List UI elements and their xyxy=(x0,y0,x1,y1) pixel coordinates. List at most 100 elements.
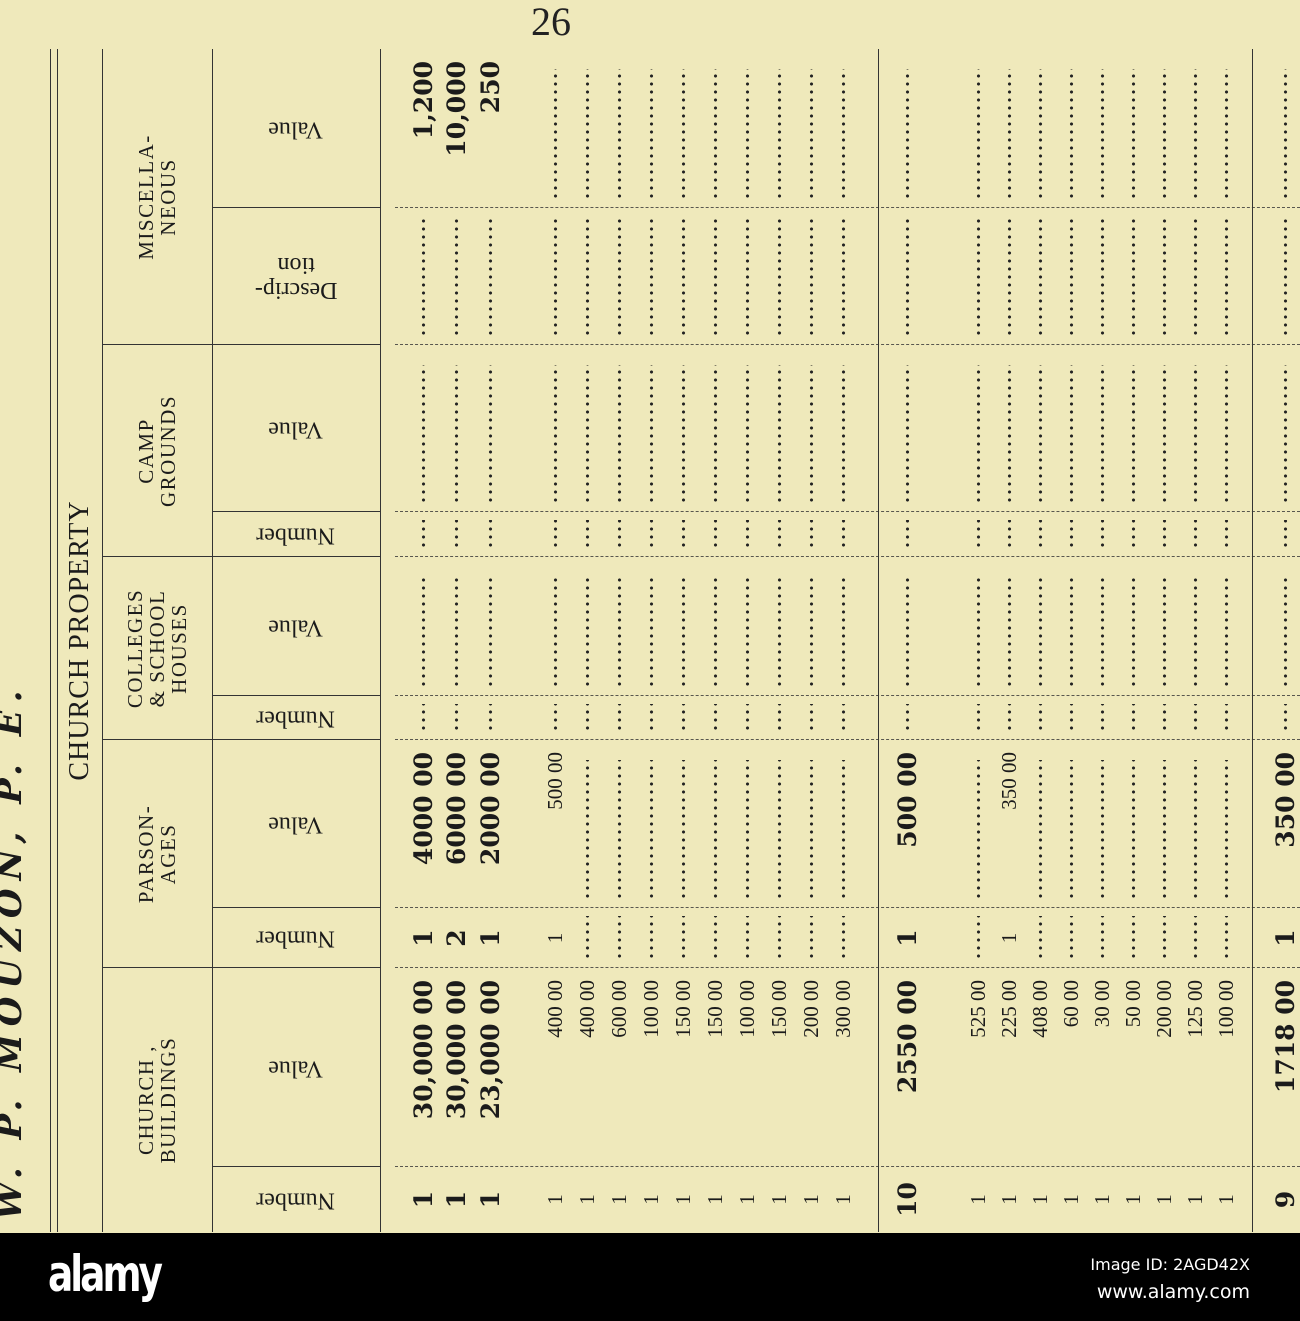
cell-value: 350 00 xyxy=(996,752,1021,810)
dot-leader xyxy=(1192,916,1198,960)
table-cell xyxy=(1149,740,1179,908)
table-cell xyxy=(828,208,858,345)
table-cell: 6000 00 xyxy=(441,740,471,908)
page-title: W. P. MOUZON, P. E. xyxy=(0,682,30,1220)
table-cell xyxy=(1118,208,1148,345)
table-cell: 23,000 00 xyxy=(475,968,505,1167)
table-cell: 200 00 xyxy=(1149,968,1179,1167)
table-cell: 600 00 xyxy=(604,968,634,1167)
table-cell: 1 xyxy=(1025,1167,1055,1232)
table-cell: 350 00 xyxy=(1270,740,1300,908)
dot-leader xyxy=(1006,520,1012,549)
column-header-label: Number xyxy=(256,705,336,732)
table-cell xyxy=(732,740,762,908)
dot-leader xyxy=(616,704,622,732)
table-cell xyxy=(572,696,602,740)
table-cell: 150 00 xyxy=(700,968,730,1167)
dot-leader xyxy=(776,704,782,732)
column-header: Descrip- tion xyxy=(214,208,378,345)
dot-leader xyxy=(1192,760,1198,900)
table-cell xyxy=(828,740,858,908)
table-cell: 1 xyxy=(636,1167,666,1232)
table-cell xyxy=(892,49,922,208)
table-cell xyxy=(764,740,794,908)
group-header-line: PARSON- xyxy=(133,804,158,904)
table-cell xyxy=(828,49,858,208)
dot-leader xyxy=(776,760,782,900)
table-cell xyxy=(892,557,922,696)
table-cell xyxy=(1149,208,1179,345)
cell-value: 10,000 xyxy=(441,61,471,157)
dot-leader xyxy=(616,760,622,900)
table-cell xyxy=(732,512,762,557)
dot-leader xyxy=(904,216,910,337)
table-cell xyxy=(796,345,826,512)
dot-leader xyxy=(840,216,846,337)
alamy-logo: alamy xyxy=(48,1245,163,1303)
dot-leader xyxy=(1282,365,1288,504)
cell-value: 150 00 xyxy=(702,980,727,1038)
table-cell xyxy=(700,740,730,908)
dot-leader xyxy=(904,704,910,732)
dot-leader xyxy=(1282,69,1288,200)
table-cell xyxy=(408,512,438,557)
dot-leader xyxy=(1282,704,1288,732)
dot-leader xyxy=(616,916,622,960)
dot-leader xyxy=(680,577,686,688)
table-cell xyxy=(828,557,858,696)
table-cell: 1718 00 xyxy=(1270,968,1300,1167)
table-cell xyxy=(764,345,794,512)
dot-leader xyxy=(1161,760,1167,900)
table-cell xyxy=(408,696,438,740)
table-cell: 9 xyxy=(1270,1167,1300,1232)
table-cell: 1 xyxy=(1118,1167,1148,1232)
table-cell xyxy=(1211,557,1241,696)
cell-value: 125 00 xyxy=(1182,980,1207,1038)
dot-leader xyxy=(648,577,654,688)
table-cell xyxy=(636,345,666,512)
table-cell xyxy=(475,557,505,696)
cell-value: 100 00 xyxy=(1213,980,1238,1038)
dot-leader xyxy=(1099,520,1105,549)
group-header-divider xyxy=(212,740,213,968)
dot-leader xyxy=(487,216,493,337)
group-header: MISCELLA- NEOUS xyxy=(104,49,210,345)
cell-value: 1 xyxy=(892,929,922,947)
dot-leader xyxy=(1130,704,1136,732)
dot-leader xyxy=(1006,577,1012,688)
table-cell xyxy=(828,696,858,740)
dot-leader xyxy=(904,365,910,504)
table-cell xyxy=(1056,49,1086,208)
dot-leader xyxy=(1223,69,1229,200)
dot-leader xyxy=(1068,577,1074,688)
dot-leader xyxy=(487,365,493,504)
table-heading: CHURCH PROPERTY xyxy=(64,500,95,781)
table-cell xyxy=(764,208,794,345)
dot-leader xyxy=(1161,365,1167,504)
dot-leader xyxy=(648,365,654,504)
dot-leader xyxy=(1068,760,1074,900)
group-header: PARSON- AGES xyxy=(104,740,210,968)
table-cell xyxy=(1270,512,1300,557)
dot-leader xyxy=(552,365,558,504)
table-cell: 1 xyxy=(892,908,922,968)
column-header-label: Number xyxy=(256,522,336,549)
table-cell xyxy=(892,345,922,512)
dot-leader xyxy=(616,69,622,200)
dot-leader xyxy=(584,69,590,200)
dot-leader xyxy=(584,760,590,900)
table-cell xyxy=(1056,740,1086,908)
table-cell xyxy=(892,512,922,557)
table-cell: 1 xyxy=(604,1167,634,1232)
table-cell xyxy=(572,208,602,345)
dot-leader xyxy=(1192,216,1198,337)
table-cell xyxy=(1056,696,1086,740)
dot-leader xyxy=(487,704,493,732)
group-header-line: GROUNDS xyxy=(156,395,180,508)
dot-leader xyxy=(840,365,846,504)
table-cell xyxy=(796,512,826,557)
dot-leader xyxy=(1161,704,1167,732)
table-cell xyxy=(1118,908,1148,968)
dot-leader xyxy=(1161,520,1167,549)
column-header: Number xyxy=(214,1167,378,1232)
